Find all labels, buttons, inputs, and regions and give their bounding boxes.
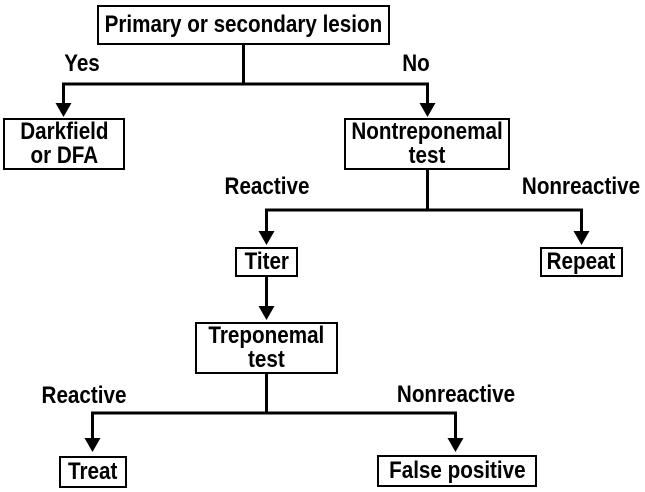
node-primary-or-secondary-lesion: Primary or secondary lesion bbox=[97, 5, 390, 45]
node-darkfield-or-dfa: Darkfield or DFA bbox=[3, 118, 125, 170]
edge-label-nonreactive-treponemal: Nonreactive bbox=[396, 381, 516, 408]
node-label: Treponemal test bbox=[208, 322, 325, 373]
node-label: Nontreponemal test bbox=[351, 118, 503, 169]
node-label: Titer bbox=[244, 248, 289, 275]
branch-nontreponemal bbox=[265, 208, 583, 234]
edge-label-no: No bbox=[402, 50, 430, 77]
node-label: Darkfield or DFA bbox=[19, 118, 109, 169]
node-repeat: Repeat bbox=[540, 247, 623, 277]
arrowhead-to-titer bbox=[258, 231, 275, 245]
arrowhead-to-treat bbox=[84, 438, 101, 452]
node-treat: Treat bbox=[59, 456, 127, 488]
edge-label-nonreactive-nontreponemal: Nonreactive bbox=[521, 173, 641, 200]
arrowhead-to-nontreponemal bbox=[419, 103, 436, 117]
branch-lesion bbox=[62, 82, 429, 106]
arrowhead-to-darkfield bbox=[55, 103, 72, 117]
branch-treponemal bbox=[91, 411, 457, 441]
node-titer: Titer bbox=[235, 247, 298, 277]
node-false-positive: False positive bbox=[377, 455, 537, 487]
arrowhead-to-false-positive bbox=[447, 438, 464, 452]
node-nontreponemal-test: Nontreponemal test bbox=[344, 118, 510, 170]
arrowhead-to-repeat bbox=[573, 231, 590, 245]
node-label: Repeat bbox=[547, 248, 616, 275]
edge-label-reactive-nontreponemal: Reactive bbox=[224, 173, 310, 200]
arrowhead-to-treponemal bbox=[258, 306, 275, 320]
node-label: False positive bbox=[388, 457, 526, 484]
node-label: Primary or secondary lesion bbox=[104, 11, 383, 38]
node-treponemal-test: Treponemal test bbox=[195, 322, 338, 374]
edge-label-reactive-treponemal: Reactive bbox=[41, 382, 127, 409]
edge-label-yes: Yes bbox=[64, 50, 100, 77]
node-label: Treat bbox=[68, 458, 118, 485]
